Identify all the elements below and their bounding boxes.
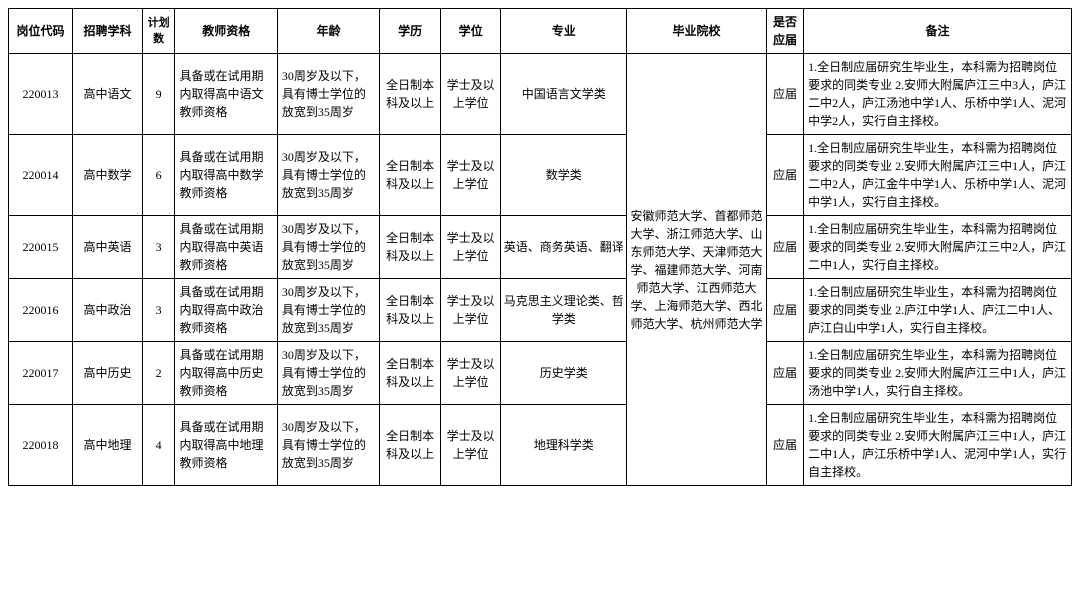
cell-remark: 1.全日制应届研究生毕业生，本科需为招聘岗位要求的同类专业 2.庐江中学1人、庐… bbox=[804, 279, 1072, 342]
cell-count: 2 bbox=[142, 342, 175, 405]
cell-school-merged: 安徽师范大学、首都师范大学、浙江师范大学、山东师范大学、天津师范大学、福建师范大… bbox=[627, 54, 767, 486]
cell-fresh: 应届 bbox=[766, 279, 803, 342]
table-row: 220014高中数学6具备或在试用期内取得高中数学教师资格30周岁及以下，具有博… bbox=[9, 135, 1072, 216]
cell-education: 全日制本科及以上 bbox=[380, 54, 441, 135]
header-fresh: 是否应届 bbox=[766, 9, 803, 54]
cell-subject: 高中地理 bbox=[73, 405, 143, 486]
cell-code: 220018 bbox=[9, 405, 73, 486]
cell-age: 30周岁及以下，具有博士学位的放宽到35周岁 bbox=[277, 405, 379, 486]
header-education: 学历 bbox=[380, 9, 441, 54]
cell-major: 历史学类 bbox=[501, 342, 627, 405]
cell-code: 220015 bbox=[9, 216, 73, 279]
cell-count: 4 bbox=[142, 405, 175, 486]
cell-remark: 1.全日制应届研究生毕业生，本科需为招聘岗位要求的同类专业 2.安师大附属庐江三… bbox=[804, 342, 1072, 405]
cell-code: 220014 bbox=[9, 135, 73, 216]
cell-education: 全日制本科及以上 bbox=[380, 279, 441, 342]
cell-major: 数学类 bbox=[501, 135, 627, 216]
cell-fresh: 应届 bbox=[766, 342, 803, 405]
cell-count: 3 bbox=[142, 216, 175, 279]
cell-subject: 高中历史 bbox=[73, 342, 143, 405]
cell-age: 30周岁及以下，具有博士学位的放宽到35周岁 bbox=[277, 135, 379, 216]
cell-major: 中国语言文学类 bbox=[501, 54, 627, 135]
cell-degree: 学士及以上学位 bbox=[440, 342, 501, 405]
header-major: 专业 bbox=[501, 9, 627, 54]
header-school: 毕业院校 bbox=[627, 9, 767, 54]
cell-education: 全日制本科及以上 bbox=[380, 216, 441, 279]
cell-remark: 1.全日制应届研究生毕业生，本科需为招聘岗位要求的同类专业 2.安师大附属庐江三… bbox=[804, 54, 1072, 135]
header-code: 岗位代码 bbox=[9, 9, 73, 54]
cell-education: 全日制本科及以上 bbox=[380, 405, 441, 486]
header-remark: 备注 bbox=[804, 9, 1072, 54]
header-age: 年龄 bbox=[277, 9, 379, 54]
cell-code: 220016 bbox=[9, 279, 73, 342]
table-row: 220017高中历史2具备或在试用期内取得高中历史教师资格30周岁及以下，具有博… bbox=[9, 342, 1072, 405]
cell-age: 30周岁及以下，具有博士学位的放宽到35周岁 bbox=[277, 54, 379, 135]
cell-qualification: 具备或在试用期内取得高中数学教师资格 bbox=[175, 135, 277, 216]
cell-fresh: 应届 bbox=[766, 135, 803, 216]
cell-subject: 高中数学 bbox=[73, 135, 143, 216]
table-row: 220016高中政治3具备或在试用期内取得高中政治教师资格30周岁及以下，具有博… bbox=[9, 279, 1072, 342]
cell-count: 6 bbox=[142, 135, 175, 216]
cell-subject: 高中政治 bbox=[73, 279, 143, 342]
cell-code: 220017 bbox=[9, 342, 73, 405]
cell-remark: 1.全日制应届研究生毕业生，本科需为招聘岗位要求的同类专业 2.安师大附属庐江三… bbox=[804, 216, 1072, 279]
cell-fresh: 应届 bbox=[766, 216, 803, 279]
cell-degree: 学士及以上学位 bbox=[440, 54, 501, 135]
cell-count: 3 bbox=[142, 279, 175, 342]
cell-subject: 高中语文 bbox=[73, 54, 143, 135]
cell-qualification: 具备或在试用期内取得高中英语教师资格 bbox=[175, 216, 277, 279]
header-row: 岗位代码 招聘学科 计划数 教师资格 年龄 学历 学位 专业 毕业院校 是否应届… bbox=[9, 9, 1072, 54]
cell-age: 30周岁及以下，具有博士学位的放宽到35周岁 bbox=[277, 216, 379, 279]
cell-subject: 高中英语 bbox=[73, 216, 143, 279]
table-row: 220018高中地理4具备或在试用期内取得高中地理教师资格30周岁及以下，具有博… bbox=[9, 405, 1072, 486]
cell-fresh: 应届 bbox=[766, 405, 803, 486]
cell-degree: 学士及以上学位 bbox=[440, 135, 501, 216]
header-qualification: 教师资格 bbox=[175, 9, 277, 54]
cell-education: 全日制本科及以上 bbox=[380, 342, 441, 405]
recruitment-table: 岗位代码 招聘学科 计划数 教师资格 年龄 学历 学位 专业 毕业院校 是否应届… bbox=[8, 8, 1072, 486]
cell-education: 全日制本科及以上 bbox=[380, 135, 441, 216]
cell-remark: 1.全日制应届研究生毕业生，本科需为招聘岗位要求的同类专业 2.安师大附属庐江三… bbox=[804, 405, 1072, 486]
header-count: 计划数 bbox=[142, 9, 175, 54]
cell-degree: 学士及以上学位 bbox=[440, 216, 501, 279]
table-row: 220015高中英语3具备或在试用期内取得高中英语教师资格30周岁及以下，具有博… bbox=[9, 216, 1072, 279]
table-row: 220013高中语文9具备或在试用期内取得高中语文教师资格30周岁及以下，具有博… bbox=[9, 54, 1072, 135]
cell-qualification: 具备或在试用期内取得高中语文教师资格 bbox=[175, 54, 277, 135]
cell-qualification: 具备或在试用期内取得高中政治教师资格 bbox=[175, 279, 277, 342]
cell-major: 马克思主义理论类、哲学类 bbox=[501, 279, 627, 342]
cell-major: 地理科学类 bbox=[501, 405, 627, 486]
cell-count: 9 bbox=[142, 54, 175, 135]
header-degree: 学位 bbox=[440, 9, 501, 54]
cell-remark: 1.全日制应届研究生毕业生，本科需为招聘岗位要求的同类专业 2.安师大附属庐江三… bbox=[804, 135, 1072, 216]
cell-major: 英语、商务英语、翻译 bbox=[501, 216, 627, 279]
cell-degree: 学士及以上学位 bbox=[440, 405, 501, 486]
cell-fresh: 应届 bbox=[766, 54, 803, 135]
cell-qualification: 具备或在试用期内取得高中地理教师资格 bbox=[175, 405, 277, 486]
cell-age: 30周岁及以下，具有博士学位的放宽到35周岁 bbox=[277, 342, 379, 405]
cell-age: 30周岁及以下，具有博士学位的放宽到35周岁 bbox=[277, 279, 379, 342]
header-subject: 招聘学科 bbox=[73, 9, 143, 54]
cell-degree: 学士及以上学位 bbox=[440, 279, 501, 342]
cell-qualification: 具备或在试用期内取得高中历史教师资格 bbox=[175, 342, 277, 405]
cell-code: 220013 bbox=[9, 54, 73, 135]
